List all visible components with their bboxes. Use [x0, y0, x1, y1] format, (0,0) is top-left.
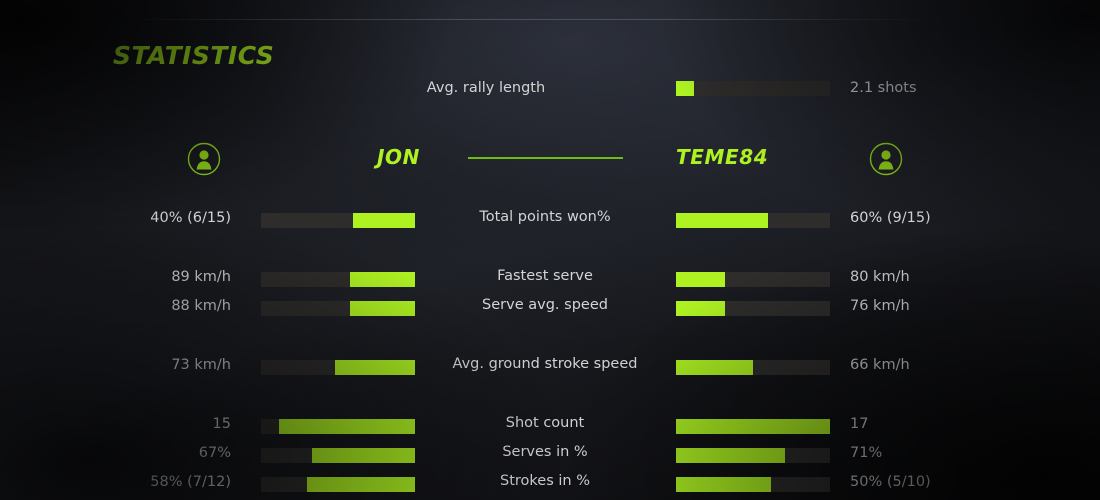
stat-right-value: 50% (5/10): [850, 474, 931, 490]
stat-right-bar: [676, 419, 830, 434]
avg-rally-length-label: Avg. rally length: [426, 80, 546, 96]
avg-rally-length-bar-fill: [676, 81, 695, 96]
stat-row: 40% (6/15) Total points won% 60% (9/15): [0, 208, 1100, 230]
stat-right-bar-fill: [676, 477, 772, 492]
stat-label: Total points won%: [479, 209, 611, 225]
stat-row: 89 km/h Fastest serve 80 km/h: [0, 267, 1100, 289]
stat-left-value: 89 km/h: [171, 269, 231, 285]
stat-left-bar-fill: [307, 477, 415, 492]
stat-left-bar: [261, 213, 415, 228]
stat-right-value: 60% (9/15): [850, 210, 931, 226]
stat-right-bar-fill: [676, 213, 769, 228]
players-header: JON TEME84: [0, 142, 1100, 178]
stat-right-bar-fill: [676, 272, 726, 287]
stat-left-bar: [261, 360, 415, 375]
avg-rally-length-bar: [676, 81, 830, 96]
stat-left-bar: [261, 477, 415, 492]
stat-label: Strokes in %: [500, 473, 590, 489]
stat-right-value: 66 km/h: [850, 357, 910, 373]
avatar-left[interactable]: [187, 142, 221, 176]
stat-label: Fastest serve: [497, 268, 593, 284]
stat-right-bar-fill: [676, 360, 753, 375]
page-title: STATISTICS: [113, 41, 275, 70]
stat-right-bar: [676, 301, 830, 316]
stat-left-bar: [261, 301, 415, 316]
stat-label: Serves in %: [502, 444, 588, 460]
stat-left-bar-fill: [353, 213, 415, 228]
avatar-right[interactable]: [869, 142, 903, 176]
stat-right-bar: [676, 448, 830, 463]
stat-left-bar-fill: [350, 272, 415, 287]
stat-right-bar: [676, 272, 830, 287]
stat-right-value: 76 km/h: [850, 298, 910, 314]
stat-row: 73 km/h Avg. ground stroke speed 66 km/h: [0, 355, 1100, 377]
stat-left-bar: [261, 419, 415, 434]
stat-label: Avg. ground stroke speed: [452, 356, 638, 372]
stat-row: 15 Shot count 17: [0, 414, 1100, 436]
stat-right-bar: [676, 477, 830, 492]
player-right-name: TEME84: [676, 145, 769, 169]
player-left-name: JON: [377, 145, 420, 169]
stat-left-value: 58% (7/12): [150, 474, 231, 490]
stat-right-value: 80 km/h: [850, 269, 910, 285]
stat-label: Serve avg. speed: [482, 297, 608, 313]
stat-left-value: 67%: [198, 445, 231, 461]
stat-left-value: 40% (6/15): [150, 210, 231, 226]
stat-right-bar-fill: [676, 301, 726, 316]
stat-left-value: 88 km/h: [171, 298, 231, 314]
stat-left-bar: [261, 448, 415, 463]
stat-row: 58% (7/12) Strokes in % 50% (5/10): [0, 472, 1100, 494]
stat-left-bar-fill: [311, 448, 415, 463]
stat-right-value: 17: [850, 416, 869, 432]
stat-right-bar: [676, 213, 830, 228]
stat-left-value: 73 km/h: [171, 357, 231, 373]
stat-right-bar: [676, 360, 830, 375]
stat-left-bar: [261, 272, 415, 287]
stat-left-bar-fill: [334, 360, 415, 375]
stat-right-value: 71%: [850, 445, 883, 461]
stat-left-bar-fill: [279, 419, 415, 434]
stat-row: 88 km/h Serve avg. speed 76 km/h: [0, 296, 1100, 318]
stat-left-value: 15: [212, 416, 231, 432]
stat-left-bar-fill: [350, 301, 415, 316]
stat-label: Shot count: [505, 415, 585, 431]
center-divider: [468, 157, 623, 159]
top-divider: [118, 19, 950, 20]
avg-rally-length-value: 2.1 shots: [850, 80, 917, 96]
avg-rally-length-row: Avg. rally length 2.1 shots: [0, 78, 1100, 102]
stat-right-bar-fill: [676, 419, 830, 434]
stat-row: 67% Serves in % 71%: [0, 443, 1100, 465]
stat-right-bar-fill: [676, 448, 786, 463]
